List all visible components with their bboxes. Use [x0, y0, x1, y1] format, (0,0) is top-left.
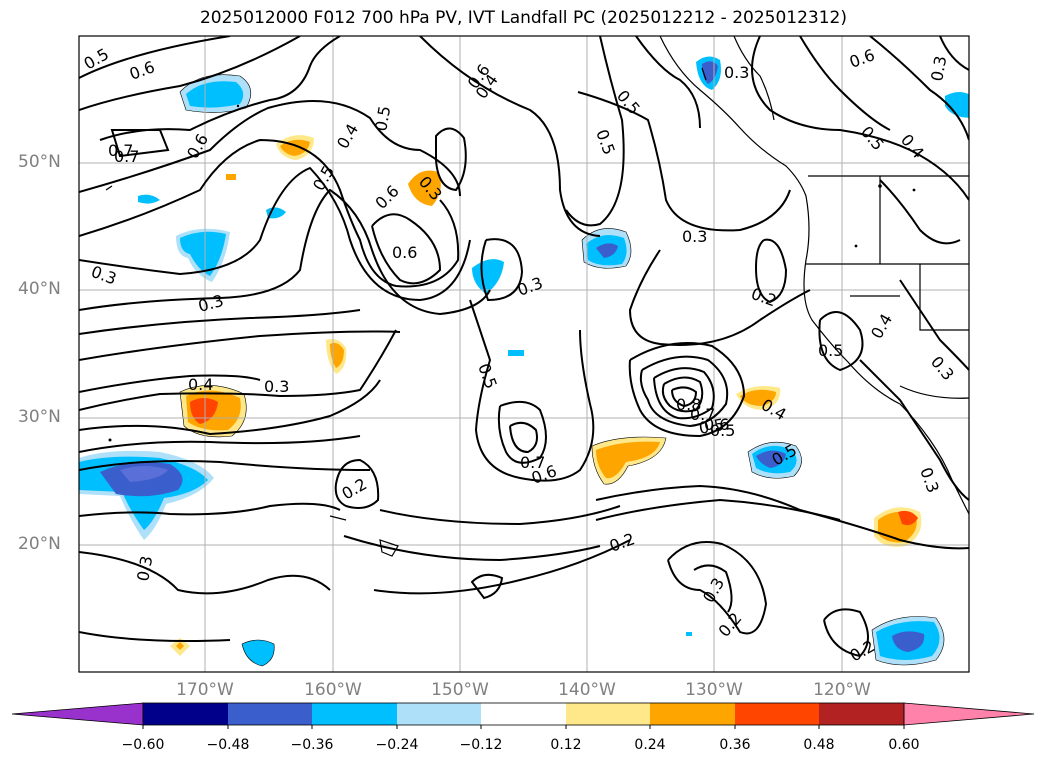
map-area: [79, 36, 969, 672]
colorbar-tick: 0.24: [634, 737, 666, 753]
contour-label: 0.2: [607, 529, 637, 556]
contour-label: 0.2: [339, 474, 371, 503]
colorbar-tick: −0.12: [459, 737, 503, 753]
colorbar-tick: −0.36: [290, 737, 334, 753]
contour-label: 0.7: [108, 141, 133, 160]
lat-label-50n: 50°N: [18, 152, 61, 172]
contour-label: 0.3: [916, 465, 943, 495]
colorbar-tick: 0.36: [719, 737, 751, 753]
lon-label-140w: 140°W: [558, 680, 616, 700]
ivt-shading: [79, 56, 969, 666]
contour-label: 0.7: [114, 147, 139, 166]
colorbar: [11, 702, 1035, 729]
graticule: [79, 36, 969, 672]
contour-label: 0.7: [690, 405, 715, 424]
contour-label: 0.6: [847, 45, 877, 72]
lon-label-150w: 150°W: [431, 680, 489, 700]
colorbar-extend-low: [11, 702, 144, 726]
contour-label: 0.2: [749, 284, 779, 311]
colorbar-tick: −0.48: [206, 737, 250, 753]
lon-label-120w: 120°W: [813, 680, 871, 700]
colorbar-extend-high: [903, 702, 1035, 726]
lat-label-40n: 40°N: [18, 279, 61, 299]
contour-label: 0.6: [704, 415, 729, 434]
contour-label: 0.3: [724, 63, 749, 82]
map-frame: [78, 35, 970, 673]
contour-label: 0.3: [682, 227, 707, 246]
contour-label: 0.6: [127, 57, 157, 84]
ivt-outlines: [179, 74, 945, 667]
contour-label: 0.2: [715, 609, 746, 641]
map-title: 2025012000 F012 700 hPa PV, IVT Landfall…: [199, 8, 847, 28]
colorbar-tick: 0.60: [888, 737, 920, 753]
contour-label: 0.3: [699, 574, 728, 606]
contour-label: 0.4: [867, 310, 896, 342]
contour-label: 0.3: [927, 352, 958, 384]
contour-label: 0.4: [333, 120, 362, 152]
lon-label-130w: 130°W: [685, 680, 743, 700]
contour-label: 0.6: [371, 181, 402, 212]
contour-label: 0.5: [81, 44, 113, 73]
contour-label: 0.8: [676, 395, 701, 414]
lat-label-20n: 20°N: [18, 534, 61, 554]
positive-ivt-blob: [170, 135, 922, 656]
contour-label: 0.4: [188, 375, 213, 394]
contour-label: 0.5: [818, 341, 843, 360]
contour-label: 0.3: [133, 554, 156, 582]
contour-label: 0.5: [309, 162, 338, 194]
contour-label: 0.5: [371, 104, 394, 132]
contour-label: 0.3: [264, 377, 289, 396]
colorbar-tick: −0.60: [121, 737, 165, 753]
contour-label: 0.3: [927, 54, 950, 82]
colorbar-tick: −0.24: [375, 737, 419, 753]
colorbar-tick: 0.12: [550, 737, 582, 753]
lon-label-160w: 160°W: [304, 680, 362, 700]
islands: [108, 104, 916, 442]
contour-label: 0.5: [592, 127, 619, 157]
contour-label: 0.5: [474, 361, 501, 391]
lon-label-170w: 170°W: [176, 680, 234, 700]
contour-label: 0.6: [392, 243, 417, 262]
contour-label: 0.3: [515, 273, 545, 300]
lat-label-30n: 30°N: [18, 407, 61, 427]
coastline: [105, 36, 969, 557]
colorbar-tick: 0.48: [803, 737, 835, 753]
contour-label: 0.5: [697, 415, 725, 438]
contour-label: 0.7: [520, 453, 545, 472]
contour-label: 0.5: [613, 86, 644, 118]
contour-label: 0.5: [710, 421, 735, 440]
contour-label: 0.3: [196, 291, 226, 316]
negative-ivt-blob: [79, 56, 969, 666]
pv-contours: [79, 36, 969, 658]
